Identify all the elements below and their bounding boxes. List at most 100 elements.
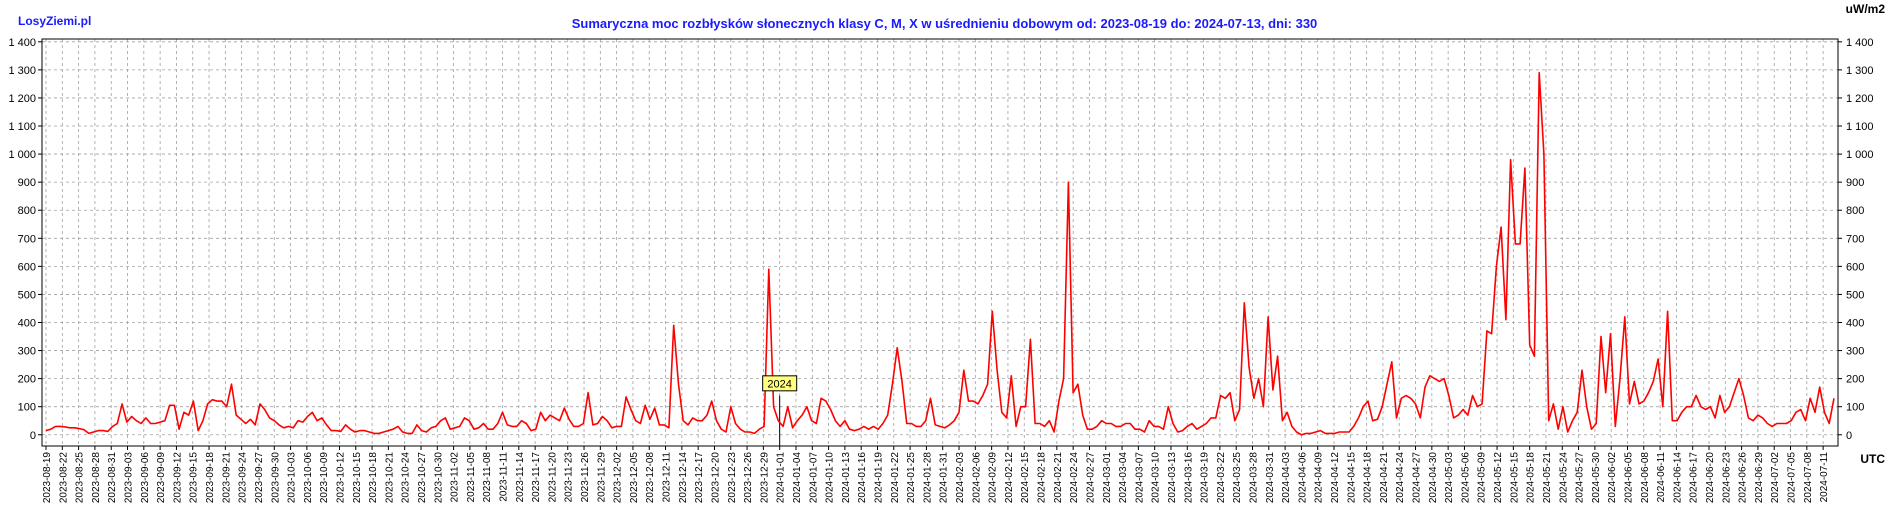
x-tick-label: 2024-05-24 bbox=[1558, 452, 1569, 504]
x-tick-label: 2023-10-24 bbox=[401, 452, 412, 504]
x-tick-label: 2023-10-12 bbox=[335, 452, 346, 504]
x-tick-label: 2024-03-31 bbox=[1265, 452, 1276, 504]
x-tick-label: 2023-12-17 bbox=[694, 452, 705, 504]
y-tick-label: 800 bbox=[18, 205, 36, 217]
x-tick-label: 2024-05-30 bbox=[1591, 452, 1602, 504]
y-tick-label-right: 1 100 bbox=[1846, 121, 1874, 133]
x-tick-label: 2023-08-19 bbox=[42, 452, 53, 504]
x-tick-label: 2023-10-09 bbox=[319, 452, 330, 504]
x-tick-label: 2024-06-05 bbox=[1623, 452, 1634, 504]
y-tick-label: 0 bbox=[30, 430, 36, 442]
y-tick-label-right: 0 bbox=[1846, 430, 1852, 442]
y-tick-label: 1 000 bbox=[8, 149, 36, 161]
x-tick-label: 2024-03-28 bbox=[1248, 452, 1259, 504]
x-tick-label: 2023-10-15 bbox=[352, 452, 363, 504]
x-tick-label: 2024-02-21 bbox=[1053, 452, 1064, 504]
x-tick-label: 2024-04-27 bbox=[1412, 452, 1423, 504]
y-tick-label: 1 100 bbox=[8, 121, 36, 133]
x-tick-label: 2024-05-09 bbox=[1477, 452, 1488, 504]
y-axis-unit-label: uW/m2 bbox=[1845, 2, 1885, 16]
y-tick-label: 500 bbox=[18, 289, 36, 301]
x-tick-label: 2023-10-30 bbox=[433, 452, 444, 504]
x-tick-label: 2024-06-20 bbox=[1705, 452, 1716, 504]
x-tick-label: 2023-08-31 bbox=[107, 452, 118, 504]
x-tick-label: 2023-10-06 bbox=[303, 452, 314, 504]
x-tick-label: 2024-03-01 bbox=[1102, 452, 1113, 504]
x-tick-label: 2024-04-24 bbox=[1395, 452, 1406, 504]
x-tick-label: 2023-11-02 bbox=[450, 452, 461, 503]
y-tick-label: 900 bbox=[18, 177, 36, 189]
x-tick-label: 2023-11-11 bbox=[499, 452, 510, 502]
x-tick-label: 2024-04-18 bbox=[1363, 452, 1374, 504]
y-tick-label: 600 bbox=[18, 261, 36, 273]
y-tick-label-right: 1 400 bbox=[1846, 37, 1874, 49]
x-tick-label: 2024-06-23 bbox=[1721, 452, 1732, 504]
x-tick-label: 2024-05-03 bbox=[1444, 452, 1455, 504]
x-tick-label: 2023-09-06 bbox=[140, 452, 151, 504]
y-tick-label-right: 400 bbox=[1846, 317, 1864, 329]
x-tick-label: 2023-09-15 bbox=[189, 452, 200, 504]
x-tick-label: 2023-09-03 bbox=[124, 452, 135, 504]
y-tick-label-right: 300 bbox=[1846, 346, 1864, 358]
x-tick-label: 2024-01-25 bbox=[906, 452, 917, 504]
x-tick-label: 2024-01-01 bbox=[776, 452, 787, 504]
x-tick-label: 2023-11-20 bbox=[547, 452, 558, 503]
y-axis: 0 0 100 100 200 200 300 300 400 400 500 500 600 600 70… bbox=[8, 37, 1873, 442]
y-tick-label-right: 1 000 bbox=[1846, 149, 1874, 161]
y-tick-label: 200 bbox=[18, 374, 36, 386]
x-tick-label: 2024-01-16 bbox=[857, 452, 868, 504]
site-logo-text: LosyZiemi.pl bbox=[18, 14, 92, 28]
x-tick-label: 2023-09-09 bbox=[156, 452, 167, 504]
x-tick-label: 2023-08-22 bbox=[58, 452, 69, 504]
x-tick-label: 2024-01-04 bbox=[792, 452, 803, 504]
y-tick-label-right: 900 bbox=[1846, 177, 1864, 189]
x-tick-label: 2023-12-11 bbox=[662, 452, 673, 503]
x-tick-label: 2023-11-29 bbox=[596, 452, 607, 503]
x-tick-label: 2024-02-18 bbox=[1037, 452, 1048, 504]
plot-frame bbox=[41, 38, 1839, 447]
x-tick-label: 2023-12-20 bbox=[710, 452, 721, 504]
series-line bbox=[45, 71, 1835, 436]
x-tick-label: 2024-06-02 bbox=[1607, 452, 1618, 504]
x-tick-label: 2023-10-27 bbox=[417, 452, 428, 504]
x-tick-label: 2024-02-03 bbox=[955, 452, 966, 504]
x-tick-label: 2023-09-21 bbox=[221, 452, 232, 504]
x-tick-label: 2023-10-03 bbox=[287, 452, 298, 504]
x-tick-label: 2024-06-26 bbox=[1738, 452, 1749, 504]
x-tick-label: 2024-03-16 bbox=[1183, 452, 1194, 504]
x-tick-label: 2024-04-09 bbox=[1314, 452, 1325, 504]
x-tick-label: 2024-02-06 bbox=[971, 452, 982, 504]
y-tick-label: 1 300 bbox=[8, 65, 36, 77]
x-tick-label: 2024-04-12 bbox=[1330, 452, 1341, 504]
x-axis: 2023-08-19 2023-08-22 2023-08-25 2023-08-28… bbox=[42, 446, 1830, 503]
x-tick-label: 2024-01-28 bbox=[922, 452, 933, 504]
x-tick-label: 2024-01-07 bbox=[808, 452, 819, 504]
x-tick-label: 2024-02-12 bbox=[1004, 452, 1015, 504]
x-tick-label: 2024-03-25 bbox=[1232, 452, 1243, 504]
x-tick-label: 2024-05-12 bbox=[1493, 452, 1504, 504]
x-tick-label: 2023-12-14 bbox=[678, 452, 689, 504]
y-tick-label-right: 100 bbox=[1846, 402, 1864, 414]
x-tick-label: 2024-03-13 bbox=[1167, 452, 1178, 504]
y-tick-label-right: 1 200 bbox=[1846, 93, 1874, 105]
chart-title: Sumaryczna moc rozbłysków słonecznych kl… bbox=[571, 16, 1318, 31]
x-tick-label: 2024-05-27 bbox=[1575, 452, 1586, 504]
y-tick-label: 1 400 bbox=[8, 37, 36, 49]
y-tick-label-right: 700 bbox=[1846, 233, 1864, 245]
x-tick-label: 2024-04-21 bbox=[1379, 452, 1390, 504]
x-tick-label: 2023-11-17 bbox=[531, 452, 542, 503]
x-axis-label: UTC bbox=[1860, 452, 1885, 466]
x-tick-label: 2024-03-10 bbox=[1151, 452, 1162, 504]
x-tick-label: 2024-06-11 bbox=[1656, 452, 1667, 503]
x-tick-label: 2024-07-08 bbox=[1803, 452, 1814, 504]
grid bbox=[42, 39, 1838, 446]
x-tick-label: 2023-08-25 bbox=[75, 452, 86, 504]
x-tick-label: 2024-04-15 bbox=[1346, 452, 1357, 504]
x-tick-label: 2024-05-21 bbox=[1542, 452, 1553, 504]
y-tick-label-right: 800 bbox=[1846, 205, 1864, 217]
x-tick-label: 2024-01-22 bbox=[890, 452, 901, 504]
x-tick-label: 2024-07-05 bbox=[1787, 452, 1798, 504]
x-tick-label: 2023-12-02 bbox=[613, 452, 624, 504]
x-tick-label: 2024-01-19 bbox=[874, 452, 885, 504]
